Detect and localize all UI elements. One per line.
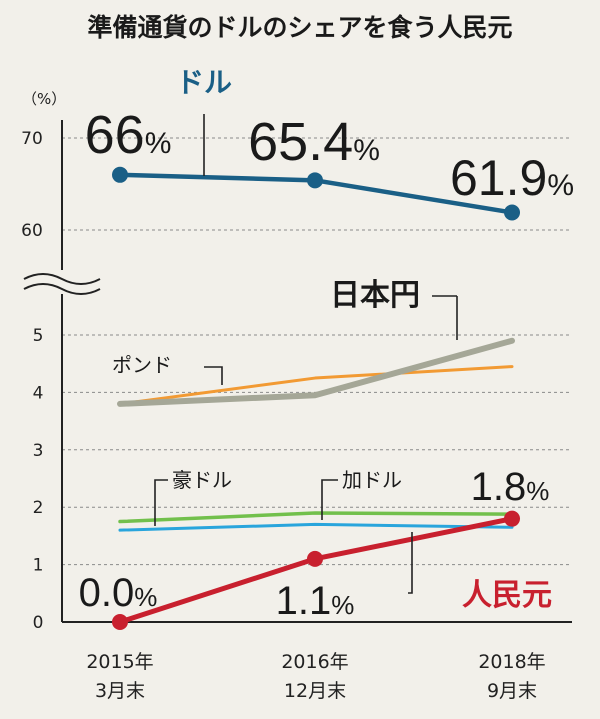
data-label: 65.4%	[248, 112, 380, 172]
x-tick-label: 2015年	[86, 651, 153, 673]
data-label: 1.8%	[471, 465, 550, 509]
data-point	[112, 614, 128, 630]
y-tick-label: 1	[33, 556, 44, 576]
data-point	[504, 510, 520, 527]
leader-line	[154, 479, 168, 526]
data-point	[307, 172, 323, 189]
x-tick-label: 2016年	[281, 651, 348, 673]
data-point	[112, 166, 128, 183]
series-line-3	[118, 511, 514, 524]
y-tick-label: 0	[33, 613, 44, 633]
data-label-value: 0.0	[79, 571, 135, 615]
leader-line	[408, 532, 413, 594]
y-unit-label: （%）	[22, 90, 66, 108]
series-line-2	[118, 365, 514, 406]
series-label: ポンド	[112, 353, 172, 377]
series-label: 日本円	[330, 278, 420, 313]
data-label-value: 1.8	[471, 465, 527, 509]
series-line-1	[117, 337, 515, 407]
data-label-unit: %	[547, 169, 574, 202]
axis-break	[22, 270, 102, 295]
y-tick-label: 60	[21, 221, 43, 241]
data-label-unit: %	[331, 590, 354, 620]
data-label-unit: %	[134, 582, 157, 612]
data-label-value: 66	[85, 105, 145, 165]
data-label-value: 65.4	[248, 112, 353, 172]
data-label-unit: %	[353, 134, 380, 167]
series-label: 豪ドル	[172, 468, 232, 492]
data-label: 61.9%	[450, 150, 574, 206]
data-label-unit: %	[145, 127, 172, 160]
y-tick-label: 4	[33, 383, 44, 403]
chart-title: 準備通貨のドルのシェアを食う人民元	[87, 13, 512, 42]
data-label-value: 1.1	[276, 579, 332, 623]
y-tick-label: 70	[21, 129, 43, 149]
data-label: 0.0%	[79, 571, 158, 615]
x-tick-label: 3月末	[95, 680, 145, 702]
series-label: 加ドル	[342, 468, 402, 492]
data-label-unit: %	[526, 476, 549, 506]
y-tick-label: 5	[33, 326, 44, 346]
data-label: 1.1%	[276, 579, 355, 623]
data-point	[504, 204, 520, 221]
series-label: ドル	[176, 66, 232, 99]
y-tick-label: 3	[33, 441, 44, 461]
x-tick-label: 9月末	[487, 680, 537, 702]
data-label-value: 61.9	[450, 150, 547, 206]
data-point	[307, 550, 323, 567]
series-label: 人民元	[462, 578, 552, 613]
leader-line	[321, 479, 338, 520]
x-tick-label: 12月末	[284, 680, 346, 702]
data-label: 66%	[85, 105, 172, 165]
y-tick-label: 2	[33, 498, 44, 518]
x-tick-label: 2018年	[478, 651, 545, 673]
series-line-4	[118, 522, 514, 532]
leader-line	[204, 366, 223, 385]
